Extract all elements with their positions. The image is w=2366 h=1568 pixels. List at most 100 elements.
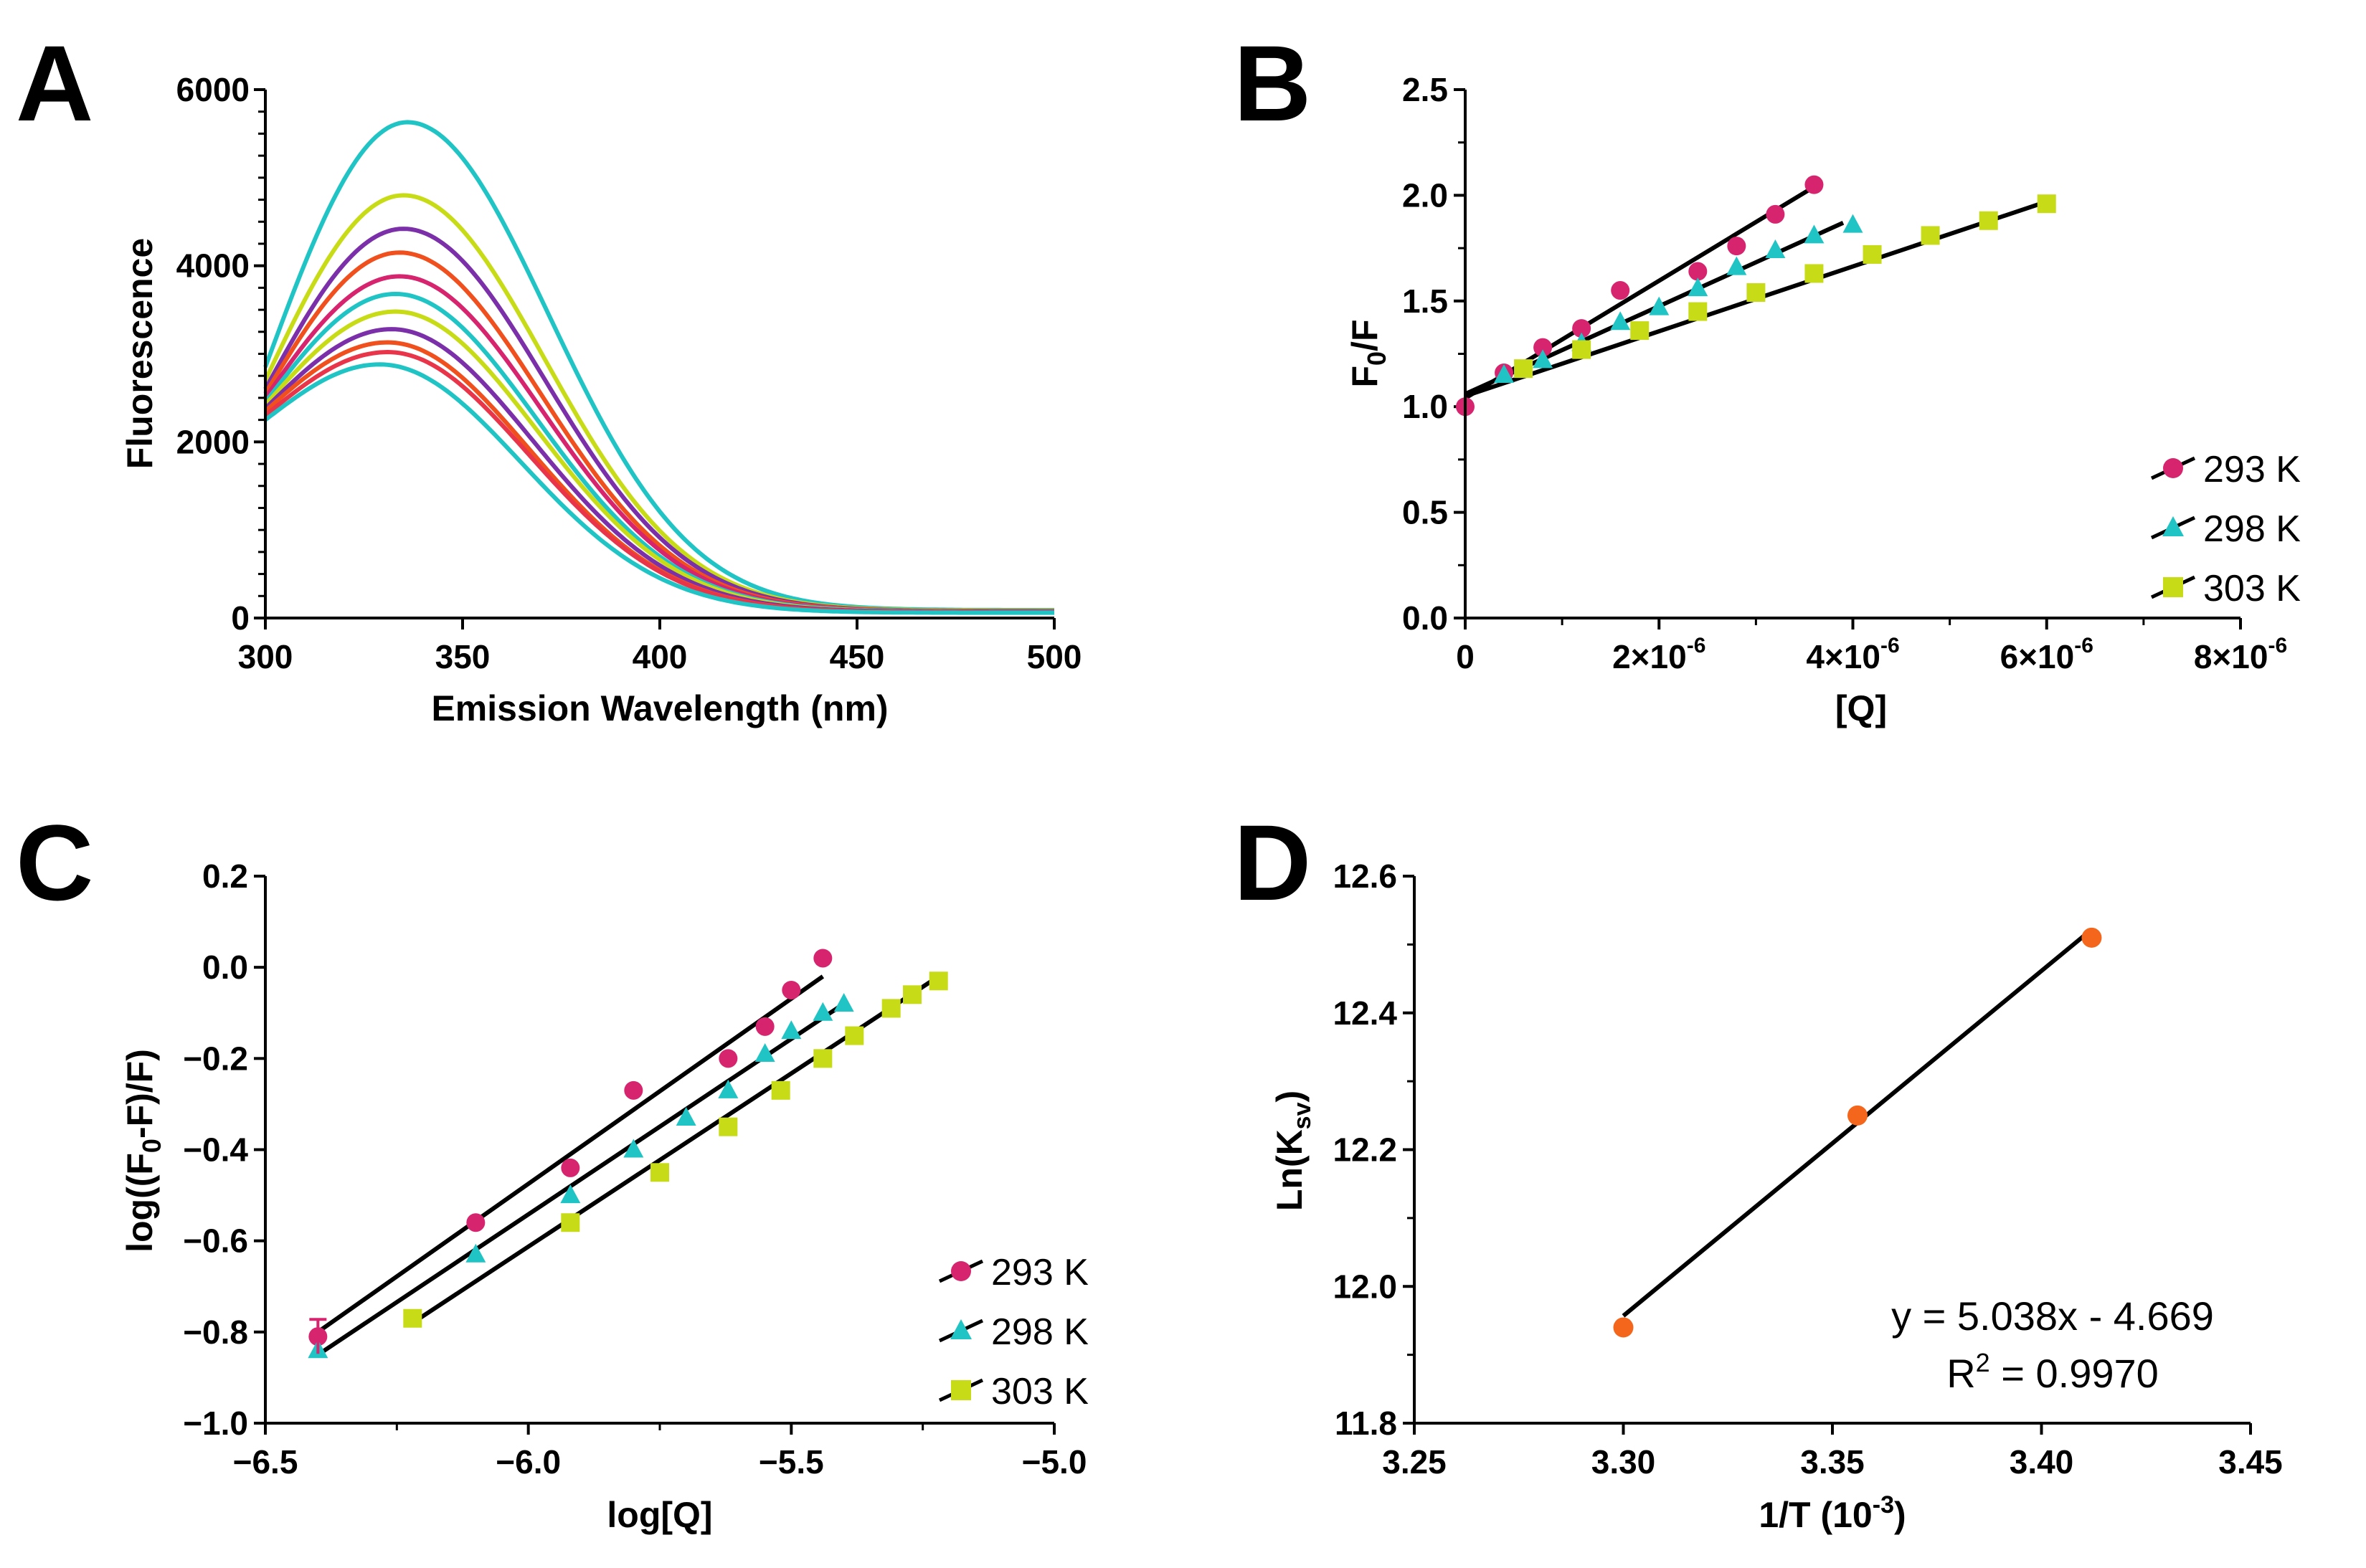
- panel-b-label: B: [1234, 23, 1311, 143]
- legend-marker: [2163, 577, 2183, 597]
- data-point-298-k: [1804, 224, 1825, 244]
- panel-c-legend: 293 K 298 K 303 K: [938, 1252, 1089, 1412]
- y-tick-label: 12.2: [1333, 1131, 1397, 1169]
- data-point-293-k: [755, 1017, 775, 1036]
- panel-d-y-label: Ln(Ksv): [1269, 1091, 1316, 1211]
- x-tick-label: 450: [830, 638, 885, 675]
- legend-label: 293 K: [2203, 449, 2301, 490]
- data-point-298-k: [623, 1139, 644, 1158]
- x-tick-label: 300: [238, 638, 293, 675]
- svg-text:log((F0-F)/F): log((F0-F)/F): [120, 1049, 166, 1253]
- data-point-298-k: [1688, 277, 1708, 297]
- data-point-303-k: [561, 1213, 580, 1232]
- x-tick-label: −6.0: [496, 1443, 561, 1481]
- fit-line-298-k: [316, 1002, 846, 1357]
- data-point-303-k: [1630, 321, 1650, 341]
- data-point-303-k: [929, 971, 948, 991]
- x-tick-label: 3.25: [1382, 1443, 1447, 1481]
- panel-a: A 300 350 400 450 500 0 2000 4000 6000 Emission …: [16, 23, 1082, 728]
- panel-a-spectra: [263, 120, 1054, 615]
- panel-a-ticks: 300 350 400 450 500 0 2000 4000 6000: [176, 71, 1082, 675]
- data-point-298-k: [718, 1079, 739, 1098]
- data-point-298-k: [676, 1106, 696, 1126]
- y-tick-label: 12.0: [1333, 1268, 1397, 1305]
- data-point-303-k: [845, 1026, 864, 1045]
- data-point-293-k: [1533, 338, 1553, 357]
- y-tick-label: 2.0: [1402, 176, 1448, 214]
- panel-b-legend: 293 K 298 K 303 K: [2150, 449, 2301, 609]
- y-tick-label: −1.0: [183, 1405, 248, 1442]
- x-tick-label: 0: [1456, 638, 1475, 675]
- data-point-293-k: [466, 1213, 486, 1232]
- panel-d: D 3.25 3.30 3.35 3.40 3.45 11.8 12.0 12.2 12.4 12…: [1234, 802, 2283, 1535]
- panel-c-y-label: log((F0-F)/F): [120, 1049, 166, 1253]
- x-tick-label: 6×10-6: [2000, 634, 2093, 675]
- data-point-298-k: [754, 1042, 775, 1062]
- x-tick-label: 2×10-6: [1612, 634, 1705, 675]
- y-tick-label: 12.4: [1333, 994, 1397, 1032]
- x-tick-label: −6.5: [233, 1443, 298, 1481]
- legend-label: 298 K: [991, 1311, 1089, 1353]
- panel-c-label: C: [16, 802, 93, 923]
- x-tick-label: 3.45: [2218, 1443, 2283, 1481]
- panel-d-points: [1613, 927, 2102, 1338]
- panel-a-x-label: Emission Wavelength (nm): [431, 688, 888, 728]
- data-point-298-k: [1610, 311, 1631, 331]
- panel-a-y-label: Fluorescence: [120, 238, 160, 469]
- data-point-293-k: [1804, 175, 1824, 194]
- panel-b-points: [1456, 175, 2056, 417]
- data-point-298-k: [560, 1184, 581, 1204]
- y-tick-label: 0: [231, 599, 250, 637]
- panel-d-x-label: 1/T (10-3): [1759, 1491, 1906, 1535]
- data-point-303-k: [771, 1080, 790, 1100]
- y-tick-label: 0.0: [202, 949, 248, 986]
- y-tick-label: 0.2: [202, 857, 248, 895]
- data-point-293-k: [1766, 204, 1785, 224]
- x-tick-label: 8×10-6: [2194, 634, 2287, 675]
- data-point-293-k: [624, 1080, 643, 1100]
- legend-label: 303 K: [2203, 568, 2301, 609]
- panel-d-label: D: [1234, 802, 1311, 923]
- data-point-298-k: [1765, 239, 1786, 259]
- data-point-303-k: [1863, 244, 1882, 264]
- panel-b-x-label: [Q]: [1835, 688, 1887, 728]
- y-tick-label: 1.0: [1402, 388, 1448, 425]
- legend-marker: [2162, 516, 2184, 536]
- data-point-303-k: [1979, 211, 1998, 230]
- data-point-293-k: [1611, 281, 1630, 300]
- data-point-303-k: [903, 985, 922, 1004]
- y-tick-label: 0.5: [1402, 494, 1448, 531]
- y-tick-label: −0.4: [183, 1131, 248, 1169]
- data-point-ln-ksv-: [1613, 1317, 1634, 1338]
- y-tick-label: −0.6: [183, 1222, 248, 1260]
- svg-text:F0/F: F0/F: [1345, 319, 1391, 387]
- y-tick-label: 6000: [176, 71, 250, 108]
- data-point-298-k: [1494, 364, 1515, 383]
- x-tick-label: 4×10-6: [1806, 634, 1899, 675]
- x-tick-label: 500: [1027, 638, 1082, 675]
- data-point-303-k: [2037, 194, 2056, 214]
- panel-c-ticks: −6.5 −6.0 −5.5 −5.0 −1.0 −0.8 −0.6 −0.4 −0.2 0.0 0…: [183, 857, 1087, 1481]
- x-tick-label: 3.40: [2010, 1443, 2074, 1481]
- svg-text:Ln(Ksv): Ln(Ksv): [1269, 1091, 1316, 1211]
- fit-line-293-k: [316, 974, 825, 1334]
- data-point-303-k: [1688, 302, 1708, 321]
- data-point-298-k: [1842, 214, 1863, 233]
- spectrum-line-10: [264, 349, 1054, 614]
- data-point-298-k: [1533, 349, 1553, 369]
- data-point-303-k: [719, 1117, 738, 1136]
- y-tick-label: 11.8: [1335, 1405, 1397, 1442]
- y-tick-label: −0.8: [183, 1313, 248, 1351]
- legend-label: 298 K: [2203, 508, 2301, 550]
- data-point-303-k: [1921, 226, 1940, 245]
- data-point-303-k: [881, 999, 901, 1018]
- data-point-298-k: [813, 1002, 833, 1021]
- x-tick-label: 3.35: [1800, 1443, 1865, 1481]
- y-tick-label: 0.0: [1402, 599, 1448, 637]
- data-point-303-k: [403, 1308, 422, 1328]
- panel-d-r-squared: R2 = 0.9970: [1946, 1348, 2159, 1396]
- panel-c-points: [308, 949, 948, 1359]
- data-point-293-k: [1688, 262, 1708, 281]
- panel-a-label: A: [16, 23, 93, 143]
